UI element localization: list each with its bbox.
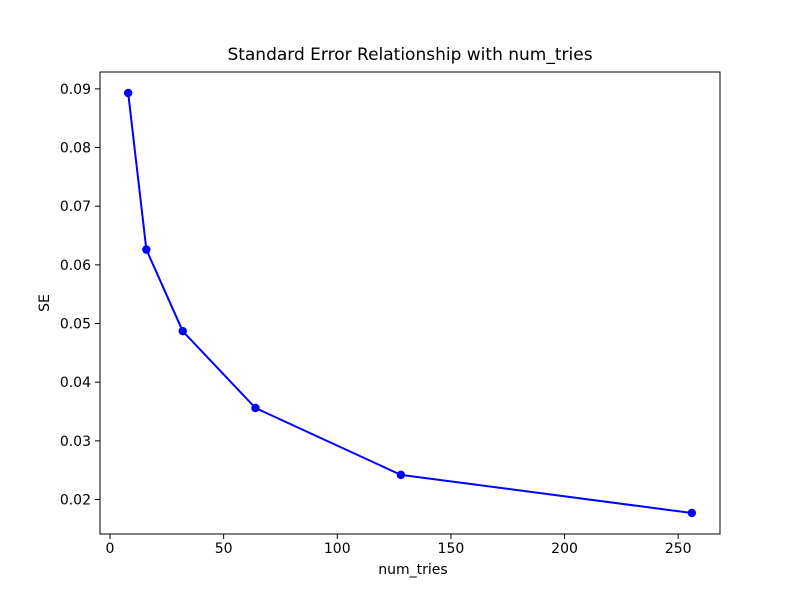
x-tick-label: 0 <box>106 541 115 557</box>
y-tick-label: 0.02 <box>60 493 91 509</box>
y-axis-ticks: 0.02 0.03 0.04 0.05 0.06 0.07 0.08 0.09 <box>60 82 100 509</box>
y-tick-label: 0.03 <box>60 434 91 450</box>
x-tick-label: 150 <box>438 541 465 557</box>
y-tick-label: 0.05 <box>60 317 91 333</box>
x-axis-ticks: 0 50 100 150 200 250 <box>106 534 692 557</box>
plot-area <box>99 71 721 535</box>
data-point-marker <box>396 470 406 480</box>
x-tick-label: 50 <box>215 541 233 557</box>
series-line <box>127 92 693 514</box>
data-point-marker <box>178 326 187 336</box>
chart-title: Standard Error Relationship with num_tri… <box>227 45 592 65</box>
data-point-marker <box>123 88 133 98</box>
y-tick-label: 0.06 <box>60 258 91 274</box>
y-tick-label: 0.08 <box>60 141 91 157</box>
x-tick-label: 100 <box>324 541 351 557</box>
y-axis-label: SE <box>37 294 53 312</box>
y-tick-label: 0.09 <box>60 82 91 98</box>
data-series <box>123 88 697 518</box>
y-tick-label: 0.04 <box>60 375 91 391</box>
data-point-marker <box>142 245 151 254</box>
data-point-marker <box>251 403 260 413</box>
x-tick-label: 250 <box>665 541 692 557</box>
y-tick-label: 0.07 <box>60 199 91 215</box>
data-point-marker <box>687 508 697 518</box>
x-axis-label: num_tries <box>378 562 447 578</box>
x-tick-label: 200 <box>551 541 578 557</box>
